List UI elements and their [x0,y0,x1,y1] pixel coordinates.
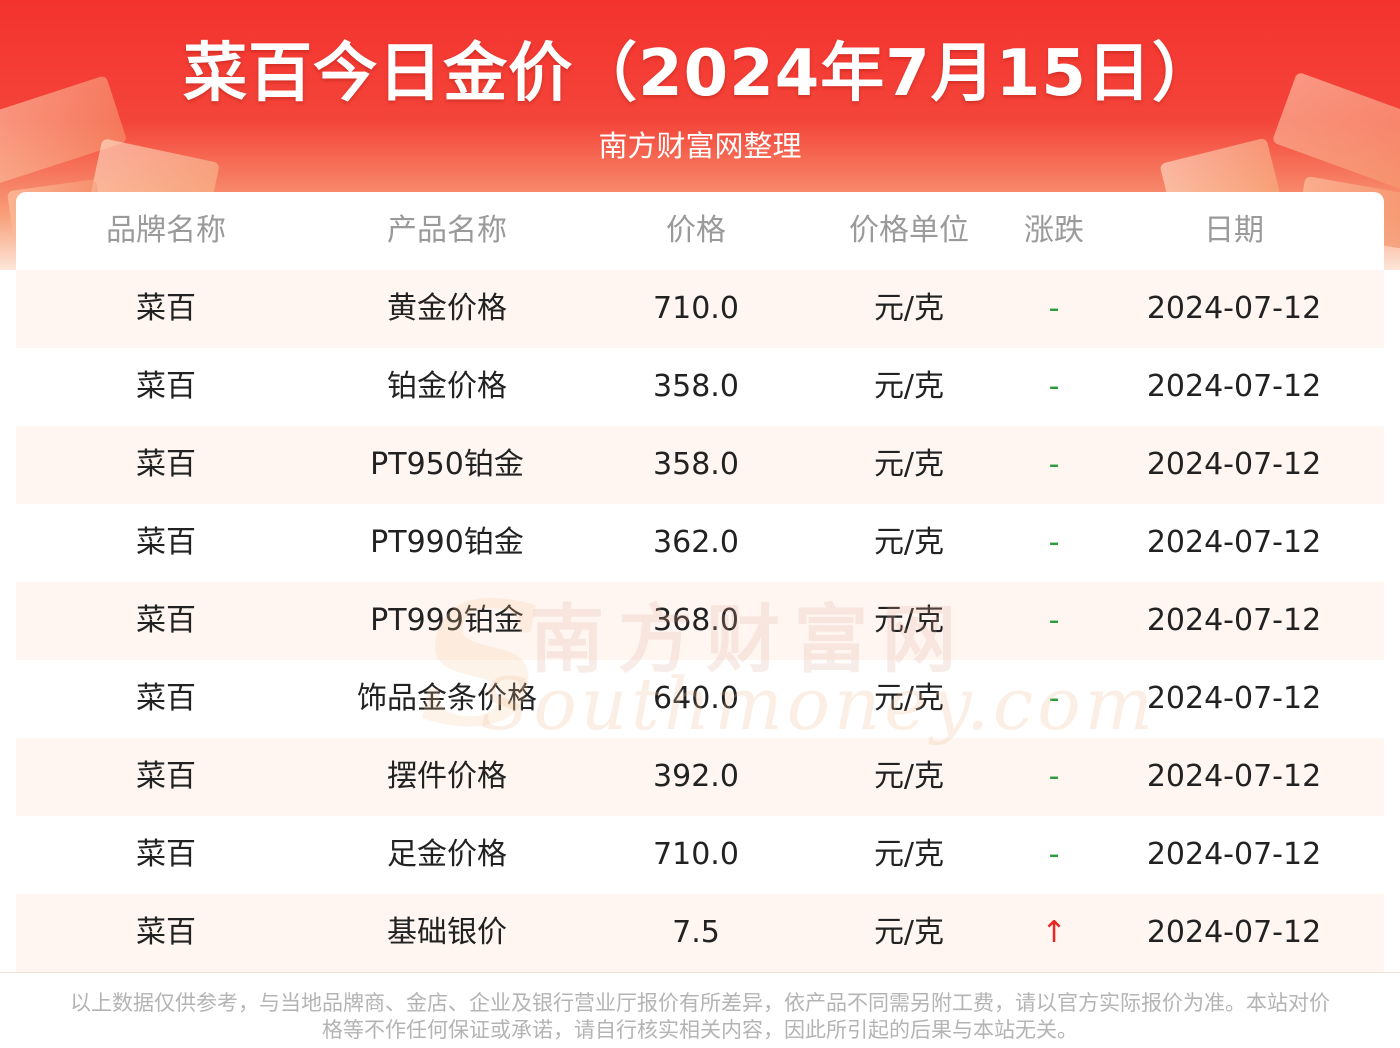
unit-cell: 元/克 [873,291,945,326]
brand-cell: 菜百 [136,369,196,404]
unit-cell: 元/克 [873,525,945,560]
product-cell: 基础银价 [387,915,507,950]
change-cell: - [1048,525,1060,560]
change-cell: - [1048,447,1060,482]
table-row: 菜百 饰品金条价格 640.0 元/克 - 2024-07-12 [16,660,1384,738]
date-cell: 2024-07-12 [1146,837,1322,872]
unit-cell: 元/克 [873,915,945,950]
brand-cell: 菜百 [136,603,196,638]
unit-cell: 元/克 [873,369,945,404]
price-cell: 362.0 [653,525,739,560]
price-cell: 358.0 [653,369,739,404]
change-cell: - [1048,369,1060,404]
column-header-change: 涨跌 [1024,213,1084,248]
brand-cell: 菜百 [136,447,196,482]
unit-cell: 元/克 [873,759,945,794]
product-cell: 摆件价格 [387,759,507,794]
change-cell: - [1048,681,1060,716]
brand-cell: 菜百 [136,525,196,560]
date-cell: 2024-07-12 [1146,603,1322,638]
unit-cell: 元/克 [873,837,945,872]
date-cell: 2024-07-12 [1146,525,1322,560]
product-cell: PT950铂金 [370,447,524,482]
product-cell: 黄金价格 [387,291,507,326]
price-cell: 7.5 [672,915,720,950]
product-cell: PT990铂金 [370,525,524,560]
column-header-brand: 品牌名称 [106,213,226,248]
change-cell: - [1048,759,1060,794]
date-cell: 2024-07-12 [1146,369,1322,404]
column-header-product: 产品名称 [387,213,507,248]
date-cell: 2024-07-12 [1146,915,1322,950]
change-cell: ↑ [1041,915,1067,950]
page-subtitle: 南方财富网整理 [598,129,802,163]
disclaimer-text: 以上数据仅供参考，与当地品牌商、金店、企业及银行营业厅报价有所差异，依产品不同需… [70,991,1330,1042]
brand-cell: 菜百 [136,915,196,950]
price-cell: 368.0 [653,603,739,638]
table-row: 菜百 PT999铂金 368.0 元/克 - 2024-07-12 [16,582,1384,660]
table-row: 菜百 铂金价格 358.0 元/克 - 2024-07-12 [16,348,1384,426]
brand-cell: 菜百 [136,681,196,716]
price-cell: 358.0 [653,447,739,482]
table-row: 菜百 PT990铂金 362.0 元/克 - 2024-07-12 [16,504,1384,582]
price-cell: 640.0 [653,681,739,716]
table-row: 菜百 PT950铂金 358.0 元/克 - 2024-07-12 [16,426,1384,504]
change-cell: - [1048,603,1060,638]
unit-cell: 元/克 [873,603,945,638]
change-cell: - [1048,291,1060,326]
date-cell: 2024-07-12 [1146,291,1322,326]
column-header-price: 价格 [666,213,726,248]
product-cell: 铂金价格 [387,369,507,404]
product-cell: PT999铂金 [370,603,524,638]
page-title: 菜百今日金价（2024年7月15日） [183,37,1217,111]
price-cell: 710.0 [653,291,739,326]
table-row: 菜百 足金价格 710.0 元/克 - 2024-07-12 [16,816,1384,894]
column-header-date: 日期 [1204,213,1264,248]
column-header-unit: 价格单位 [849,213,969,248]
date-cell: 2024-07-12 [1146,447,1322,482]
table-row: 菜百 黄金价格 710.0 元/克 - 2024-07-12 [16,270,1384,348]
price-cell: 392.0 [653,759,739,794]
brand-cell: 菜百 [136,759,196,794]
date-cell: 2024-07-12 [1146,759,1322,794]
product-cell: 饰品金条价格 [357,681,537,716]
price-cell: 710.0 [653,837,739,872]
date-cell: 2024-07-12 [1146,681,1322,716]
table-row: 菜百 基础银价 7.5 元/克 ↑ 2024-07-12 [16,894,1384,972]
price-table: 品牌名称 产品名称 价格 价格单位 涨跌 日期 菜百 黄金价格 710.0 元/… [16,192,1384,972]
product-cell: 足金价格 [387,837,507,872]
brand-cell: 菜百 [136,291,196,326]
footer: 以上数据仅供参考，与当地品牌商、金店、企业及银行营业厅报价有所差异，依产品不同需… [0,972,1400,1048]
change-cell: - [1048,837,1060,872]
unit-cell: 元/克 [873,447,945,482]
brand-cell: 菜百 [136,837,196,872]
table-header-row: 品牌名称 产品名称 价格 价格单位 涨跌 日期 [16,192,1384,270]
table-row: 菜百 摆件价格 392.0 元/克 - 2024-07-12 [16,738,1384,816]
unit-cell: 元/克 [873,681,945,716]
